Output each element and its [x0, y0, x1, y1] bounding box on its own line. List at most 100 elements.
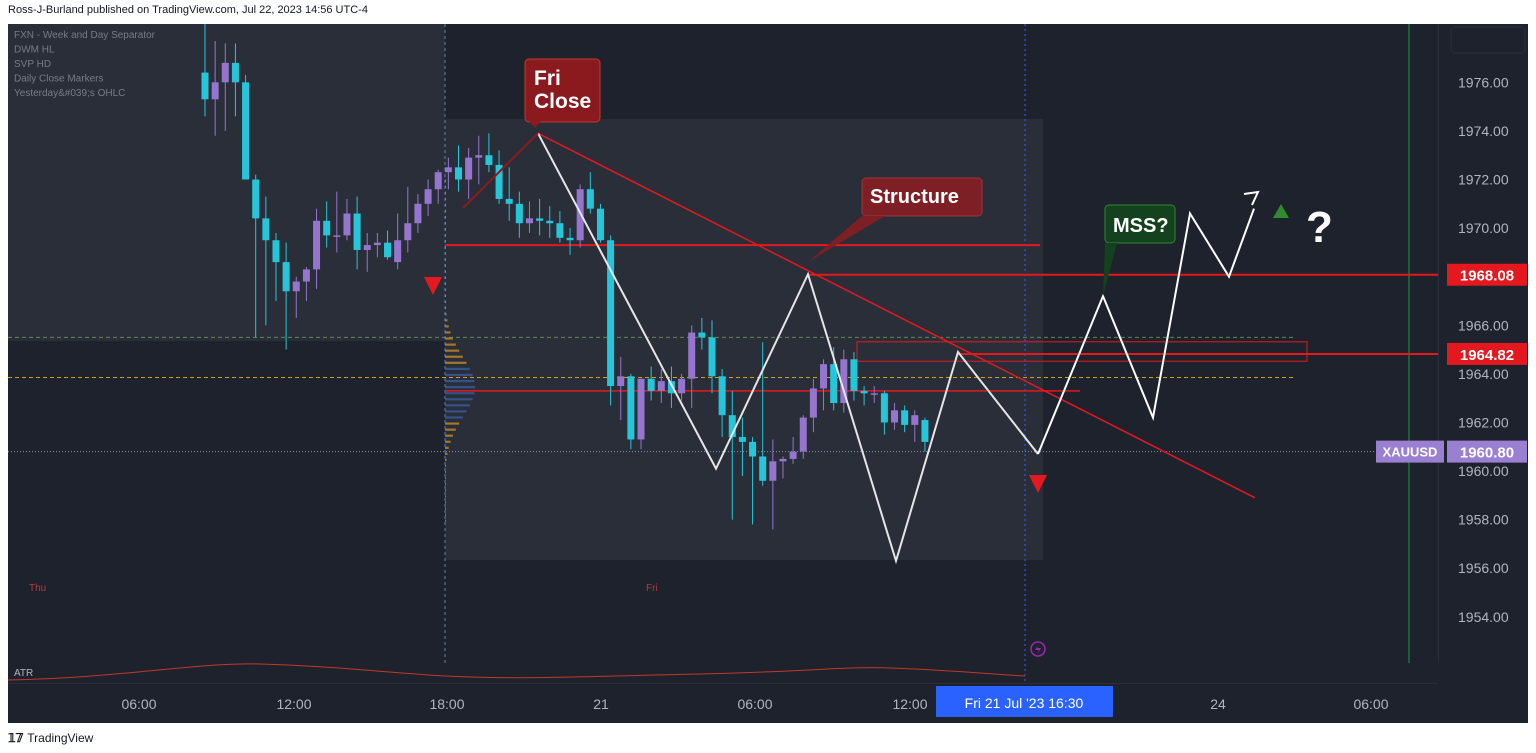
- candle-body: [455, 167, 462, 180]
- x-tick-label: 21: [593, 696, 609, 712]
- candle-body: [708, 337, 716, 377]
- symbol-tag-label: XAUUSD: [1383, 445, 1438, 460]
- fri-close-label-line1: Fri: [534, 67, 561, 90]
- mss-up-arrow: [1273, 204, 1289, 218]
- candle-body: [292, 281, 300, 292]
- volume-profile-bar: [445, 495, 446, 498]
- candle-body: [475, 155, 483, 158]
- candle-body: [891, 410, 899, 423]
- volume-profile-bar: [445, 319, 448, 322]
- volume-profile-bar: [445, 294, 446, 298]
- volume-profile-bar: [445, 203, 446, 206]
- volume-profile-bar: [445, 398, 473, 401]
- volume-profile-bar: [445, 331, 451, 334]
- candle-body: [394, 240, 402, 263]
- candle-body: [373, 242, 381, 246]
- volume-profile-bar: [445, 252, 446, 255]
- volume-profile-bar: [445, 234, 446, 237]
- tradingview-logo-icon: 𝟙𝟟: [8, 731, 24, 745]
- volume-profile-bar: [445, 404, 470, 407]
- candle-body: [505, 198, 513, 204]
- publish-header: Ross-J-Burland published on TradingView.…: [8, 4, 368, 16]
- candle-body: [333, 235, 341, 237]
- candle-body: [678, 378, 686, 394]
- volume-profile-bar: [445, 440, 451, 443]
- indicator-label: Daily Close Markers: [14, 74, 103, 85]
- y-tick-label: 1958.00: [1458, 512, 1509, 528]
- indicator-label: Yesterday&#039;s OHLC: [14, 88, 125, 99]
- volume-profile-bar: [445, 264, 446, 267]
- volume-profile-bar: [445, 258, 446, 261]
- candle-body: [607, 240, 615, 387]
- volume-profile-bar: [445, 361, 467, 364]
- candle-body: [546, 220, 554, 224]
- y-tick-label: 1964.00: [1458, 366, 1509, 382]
- candle-body: [424, 189, 432, 204]
- y-tick-label: 1962.00: [1458, 414, 1509, 430]
- volume-profile-bar: [445, 416, 463, 419]
- candle-body: [586, 189, 594, 209]
- volume-profile-bar: [445, 373, 473, 377]
- candle-body: [718, 376, 726, 416]
- volume-profile-bar: [445, 191, 446, 194]
- atr-label: ATR: [14, 668, 33, 679]
- x-tick-label: 24: [1210, 696, 1226, 712]
- fri-close-pointer: [462, 132, 539, 209]
- candle-body: [414, 203, 422, 224]
- candle-body: [870, 393, 878, 395]
- candle-body: [242, 82, 250, 180]
- candle-body: [313, 220, 321, 270]
- structure-label-text: Structure: [870, 186, 959, 208]
- close-marker-down: [424, 277, 442, 295]
- volume-profile-bar: [445, 507, 446, 510]
- atr-line: [7, 663, 1026, 681]
- volume-profile-bar: [445, 367, 470, 370]
- candle-body: [363, 245, 371, 250]
- y-tick-label: 1976.00: [1458, 74, 1509, 90]
- zone-box: [856, 341, 1308, 362]
- y-tick-label: 1972.00: [1458, 171, 1509, 187]
- candle-body: [201, 72, 209, 100]
- candle-body: [698, 332, 706, 338]
- volume-profile-bar: [445, 513, 446, 516]
- volume-profile-bar: [445, 300, 446, 304]
- candle-body: [536, 218, 544, 221]
- volume-profile-bar: [445, 215, 446, 219]
- candle-body: [647, 378, 655, 391]
- volume-profile-bar: [445, 410, 467, 413]
- volume-profile-bar: [445, 458, 447, 462]
- indicator-label: FXN - Week and Day Separator: [14, 30, 156, 41]
- candle-body: [211, 82, 219, 100]
- volume-profile-bar: [445, 337, 453, 340]
- price-axis-divider: [1438, 24, 1439, 663]
- structure-label: [861, 177, 983, 217]
- candle-body: [860, 390, 868, 394]
- candle-body: [282, 262, 290, 292]
- y-tick-label: 1970.00: [1458, 220, 1509, 236]
- candle-body: [596, 208, 604, 241]
- candle-body: [444, 167, 452, 173]
- y-tick-label: 1966.00: [1458, 317, 1509, 333]
- candle-body: [262, 218, 270, 241]
- x-tick-label: 12:00: [892, 696, 927, 712]
- x-tick-label: 06:00: [121, 696, 156, 712]
- volume-profile-bar: [445, 185, 446, 188]
- candle-body: [485, 155, 493, 165]
- mss-pointer: [1103, 243, 1117, 296]
- x-tick-label: 12:00: [276, 696, 311, 712]
- volume-profile-bar: [445, 452, 448, 456]
- volume-profile-bar: [445, 464, 446, 468]
- last-price-tag: [1447, 440, 1527, 463]
- candle-body: [688, 332, 696, 379]
- y-tick-label: 1954.00: [1458, 609, 1509, 625]
- volume-profile-bar: [445, 422, 460, 425]
- volume-profile-bar: [445, 349, 460, 352]
- volume-profile-bar: [445, 483, 446, 486]
- volume-profile-bar: [445, 276, 446, 279]
- candle-body: [252, 179, 260, 219]
- mss-label-text: MSS?: [1113, 215, 1169, 237]
- volume-profile-bar: [445, 222, 446, 225]
- candle-body: [323, 220, 331, 236]
- volume-profile-bar: [445, 270, 446, 273]
